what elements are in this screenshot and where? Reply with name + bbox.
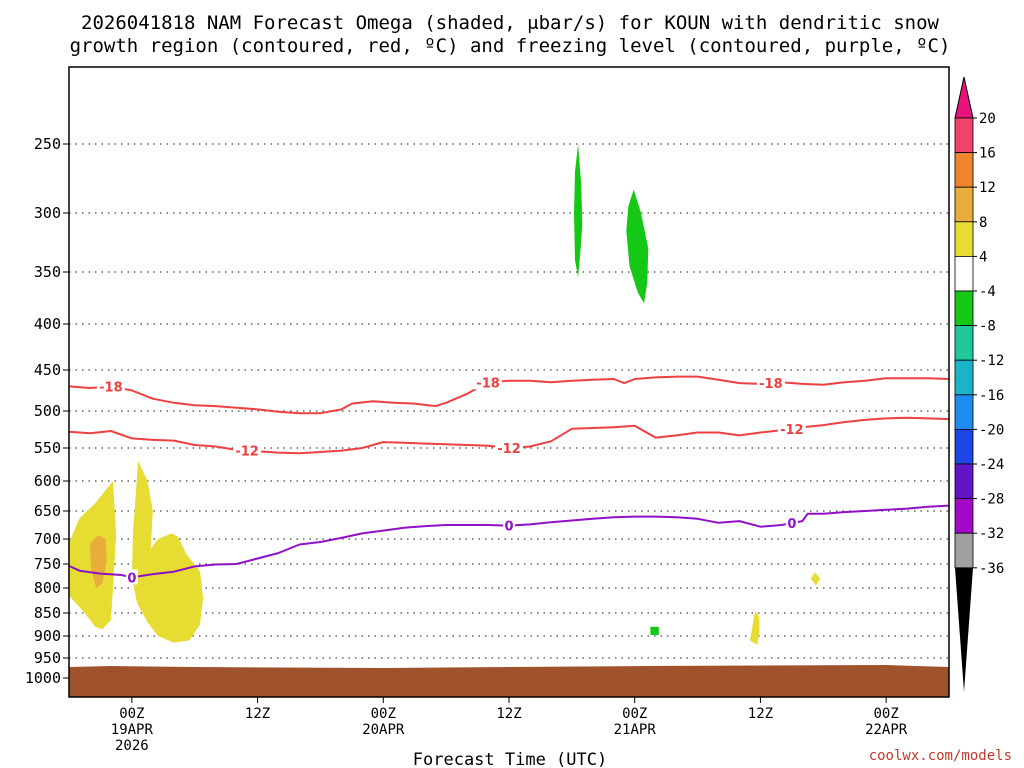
colorbar-label-5: -4: [979, 284, 996, 300]
contour-label-bg-2-1: [503, 517, 515, 533]
colorbar-band-7: [954, 359, 974, 396]
omega-region-6: [750, 610, 760, 645]
contour-label-1-0: -12: [235, 445, 259, 460]
colorbar-band-3: [954, 221, 974, 257]
y-tick-label-650: 650: [34, 502, 61, 520]
omega-region-5: [810, 572, 821, 586]
omega-shading: [69, 144, 821, 645]
colorbar-band-11: [954, 498, 974, 534]
y-tick-label-850: 850: [34, 604, 61, 622]
contour-label-2-2: 0: [787, 517, 796, 532]
credit-link[interactable]: coolwx.com/models: [869, 748, 1012, 764]
plot-area: [69, 67, 949, 697]
colorbar-band-1: [954, 152, 974, 188]
y-tick-label-550: 550: [34, 439, 61, 457]
contour-label-bg-1-1: [495, 440, 523, 455]
y-axis-ticks: 250 300 350 400 450 500 550 600 650 700 750 800 850 9…: [25, 135, 69, 687]
colorbar-label-3: 8: [979, 215, 987, 231]
colorbar: 20 16 12 8 4 -4 -8 -12 -16 -20 -24 -28 -32 -36: [954, 76, 1004, 692]
contour-label-bg-1-0: [233, 442, 262, 458]
contour-label-1-1: -12: [497, 442, 521, 457]
plot-frame: [68, 66, 950, 698]
omega-region-4: [90, 535, 107, 588]
colorbar-label-7: -12: [979, 353, 1004, 369]
colorbar-band-12: [954, 532, 974, 569]
x-tick-label-2-1: 20APR: [362, 722, 405, 738]
colorbar-band-10: [954, 463, 974, 499]
colorbar-label-6: -8: [979, 319, 996, 335]
y-tick-label-750: 750: [34, 555, 61, 573]
contour-lines: -18 -18 -18 -12 -12 -12 0 0 0: [68, 374, 950, 586]
colorbar-label-11: -28: [979, 492, 1004, 508]
y-tick-label-950: 950: [34, 649, 61, 667]
chart-title-line2: growth region (contoured, red, ºC) and f…: [70, 35, 951, 57]
colorbar-band-4: [954, 255, 974, 292]
colorbar-label-4: 4: [979, 249, 987, 265]
y-tick-label-250: 250: [34, 135, 61, 153]
contour-label-1-2: -12: [780, 423, 804, 438]
x-tick-label-5-0: 12Z: [748, 706, 773, 722]
contour-label-2-1: 0: [504, 520, 513, 535]
colorbar-label-0: 20: [979, 111, 996, 127]
terrain-fill: [69, 665, 949, 697]
x-tick-label-1-0: 12Z: [245, 706, 270, 722]
colorbar-bottom-arrow: [955, 567, 973, 692]
y-tick-label-800: 800: [34, 579, 61, 597]
x-tick-label-4-0: 00Z: [622, 706, 647, 722]
contour-line-0: [68, 375, 950, 415]
colorbar-band-5: [954, 290, 974, 326]
contour-label-0-1: -18: [476, 376, 500, 391]
contour-label-bg-2-2: [785, 515, 798, 531]
y-tick-label-450: 450: [34, 361, 61, 379]
colorbar-label-8: -16: [979, 388, 1004, 404]
terrain-ground: [69, 665, 949, 697]
colorbar-band-6: [954, 325, 974, 361]
colorbar-label-1: 16: [979, 146, 996, 162]
colorbar-band-9: [954, 428, 974, 465]
y-tick-label-400: 400: [34, 315, 61, 333]
colorbar-band-0: [954, 117, 974, 153]
y-tick-label-1000: 1000: [25, 669, 61, 687]
x-tick-label-4-1: 21APR: [614, 722, 657, 738]
y-tick-label-300: 300: [34, 204, 61, 222]
contour-label-bg-2-0: [125, 569, 138, 585]
colorbar-label-12: -32: [979, 526, 1004, 542]
x-axis-label: Forecast Time (UTC): [413, 750, 607, 768]
y-tick-label-900: 900: [34, 627, 61, 645]
colorbar-label-10: -24: [979, 457, 1004, 473]
colorbar-label-13: -36: [979, 561, 1004, 577]
x-tick-label-2-0: 00Z: [371, 706, 396, 722]
y-tick-label-700: 700: [34, 530, 61, 548]
colorbar-band-2: [954, 186, 974, 223]
x-tick-label-0-0: 00Z: [119, 706, 144, 722]
x-tick-label-6-1: 22APR: [865, 722, 908, 738]
contour-label-bg-0-1: [474, 374, 503, 390]
contour-label-bg-1-2: [777, 420, 806, 436]
x-tick-label-0-2: 2026: [115, 738, 149, 754]
contour-label-2-0: 0: [127, 571, 136, 586]
colorbar-label-2: 12: [979, 180, 996, 196]
y-tick-label-350: 350: [34, 263, 61, 281]
contour-label-0-2: -18: [759, 377, 783, 392]
x-tick-label-3-0: 12Z: [496, 706, 521, 722]
contour-label-bg-0-0: [96, 378, 125, 394]
chart-title-line1: 2026041818 NAM Forecast Omega (shaded, μ…: [81, 12, 939, 34]
colorbar-band-8: [954, 394, 974, 430]
x-tick-label-0-1: 19APR: [111, 722, 154, 738]
contour-label-bg-0-2: [756, 375, 785, 391]
omega-region-3: [131, 461, 204, 643]
colorbar-top-arrow: [954, 76, 974, 119]
y-tick-label-500: 500: [34, 402, 61, 420]
omega-region-0: [574, 144, 583, 278]
omega-region-1: [626, 189, 649, 304]
contour-label-0-0: -18: [99, 380, 123, 395]
colorbar-label-9: -20: [979, 422, 1004, 438]
omega-region-7: [650, 626, 659, 636]
x-tick-label-6-0: 00Z: [873, 706, 898, 722]
y-tick-label-600: 600: [34, 472, 61, 490]
